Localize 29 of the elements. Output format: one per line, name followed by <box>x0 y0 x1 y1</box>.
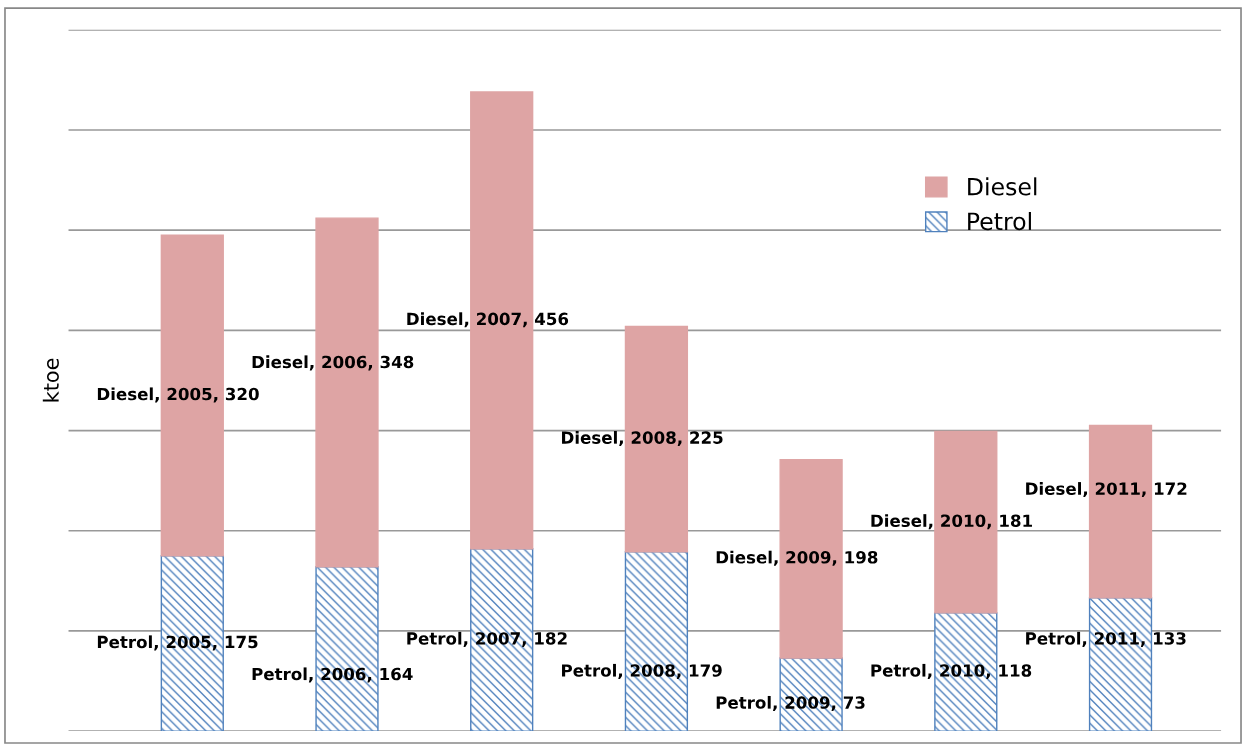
data-label: Diesel, 2010, 181 <box>871 514 1032 530</box>
data-label: Diesel, 2011, 172 <box>1026 482 1187 498</box>
y-axis-title: ktoe <box>42 358 59 402</box>
data-label: Petrol, 2011, 133 <box>1026 631 1186 647</box>
bar <box>160 555 224 732</box>
data-label: Diesel, 2008, 225 <box>562 431 723 447</box>
bar <box>470 548 534 732</box>
bar <box>779 657 843 732</box>
bar <box>160 234 224 557</box>
bar <box>470 91 534 550</box>
bar <box>779 458 843 659</box>
data-label: Petrol, 2006, 164 <box>252 667 413 683</box>
bar <box>315 217 379 568</box>
legend-label: Petrol <box>968 211 1031 231</box>
bar <box>624 325 689 553</box>
data-label: Petrol, 2010, 118 <box>871 663 1032 679</box>
data-label: Diesel, 2007, 456 <box>407 312 569 328</box>
bar <box>1088 424 1153 599</box>
bar <box>934 612 998 732</box>
bar <box>624 551 689 732</box>
bar <box>934 430 998 614</box>
data-label: Petrol, 2007, 182 <box>407 631 567 647</box>
data-label: Diesel, 2009, 198 <box>716 550 878 566</box>
legend-label: Diesel <box>968 177 1037 196</box>
bar <box>315 566 379 732</box>
bar <box>1088 597 1153 732</box>
data-label: Petrol, 2008, 179 <box>562 663 722 679</box>
data-label: Diesel, 2005, 320 <box>97 387 259 403</box>
data-label: Diesel, 2006, 348 <box>252 355 414 371</box>
